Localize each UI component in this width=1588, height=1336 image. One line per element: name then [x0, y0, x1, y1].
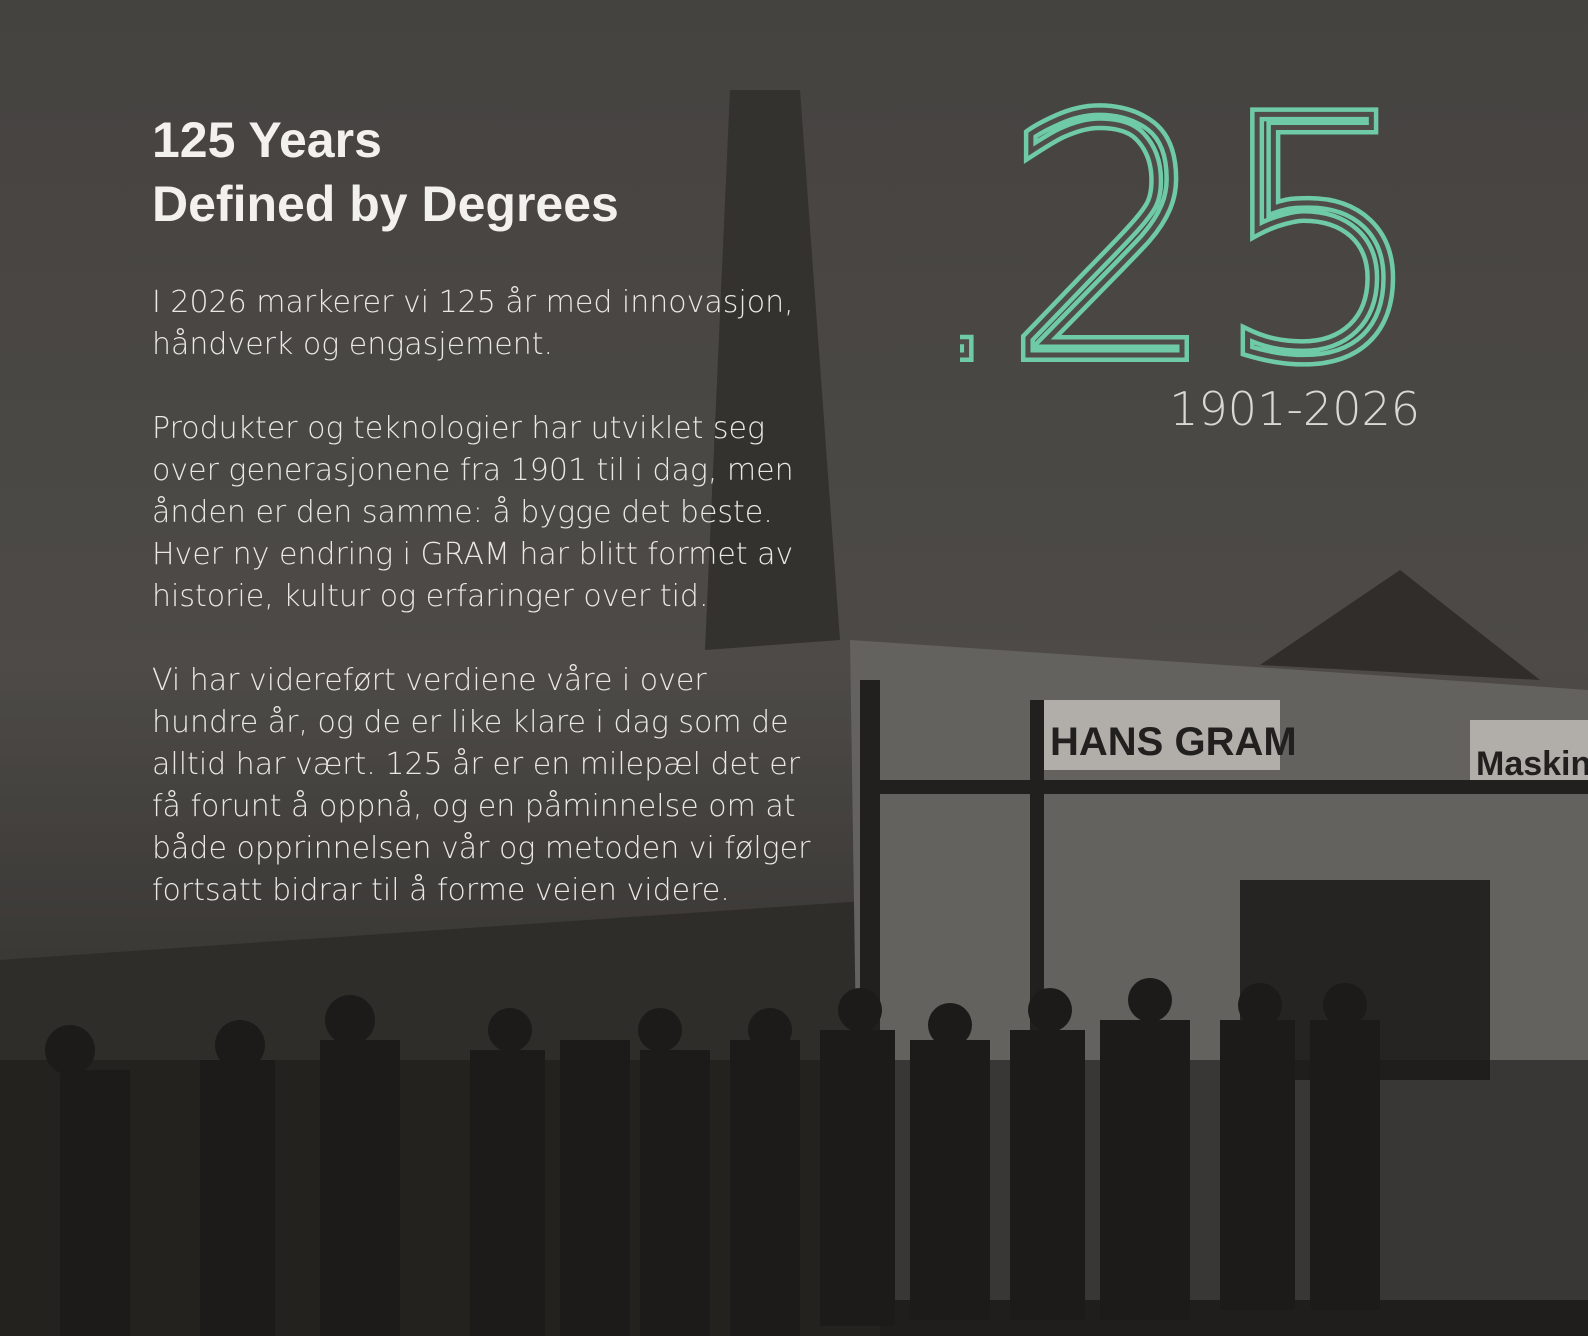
page: 125 Years {"heading": ["125 Years", "Def…	[0, 0, 1588, 1336]
heading-line: 125 Years	[152, 108, 812, 172]
paragraph: I 2026 markerer vi 125 år med innovasjon…	[152, 282, 812, 366]
body: HANS GRAM Maskin 125 Years Defined by De…	[0, 0, 1588, 1336]
badge-number-inner: 125	[960, 80, 1425, 433]
heading-line: Defined by Degrees	[152, 172, 812, 236]
heading: 125 Years Defined by Degrees	[152, 108, 812, 236]
paragraph: Produkter og teknologier har utviklet se…	[152, 408, 812, 618]
paragraph: Vi har videreført verdiene våre i over h…	[152, 660, 812, 912]
badge-years: 1901-2026	[1169, 382, 1420, 436]
anniversary-badge: 125 125 1901-2026	[960, 80, 1440, 450]
text-block: 125 Years Defined by Degrees I 2026 mark…	[152, 108, 812, 954]
